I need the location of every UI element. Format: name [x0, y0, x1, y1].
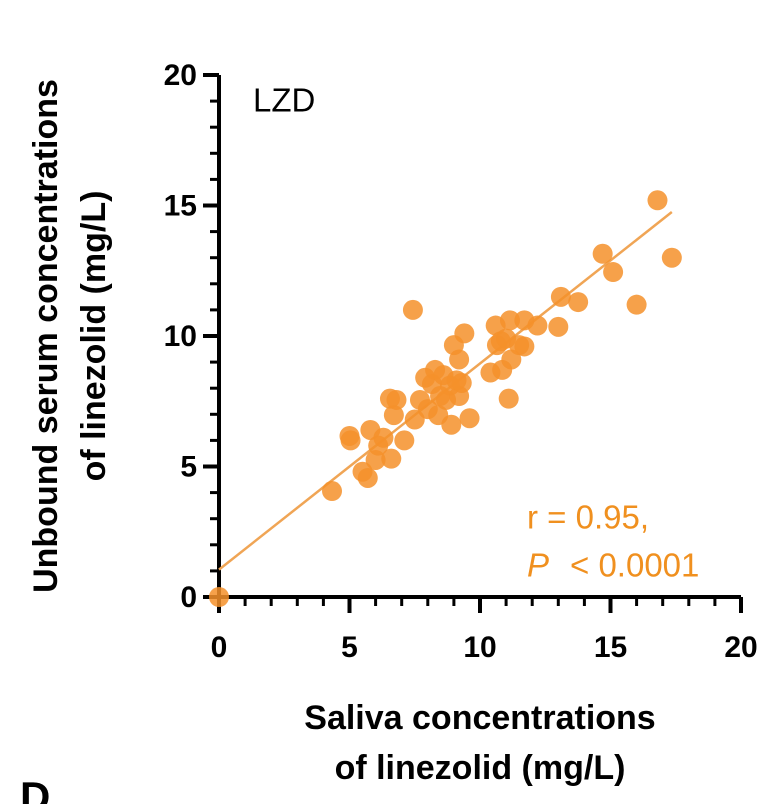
- point: [451, 372, 472, 393]
- point: [373, 427, 394, 448]
- point: [449, 349, 470, 370]
- x-axis-label: Saliva concentrations: [304, 699, 655, 737]
- x-tick-label: 15: [594, 631, 627, 664]
- point: [454, 323, 475, 344]
- y-tick-label: 0: [180, 581, 197, 614]
- point: [592, 243, 613, 264]
- x-axis-label: of linezolid (mg/L): [335, 749, 626, 787]
- annotation: LZD: [253, 82, 315, 119]
- point: [527, 315, 548, 336]
- point: [647, 190, 668, 211]
- point: [626, 294, 647, 315]
- point: [340, 430, 361, 451]
- annotation: r = 0.95,: [527, 499, 649, 536]
- point: [459, 408, 480, 429]
- point: [661, 247, 682, 268]
- point: [603, 262, 624, 283]
- point: [383, 405, 404, 426]
- point: [394, 430, 415, 451]
- x-tick-label: 20: [724, 631, 757, 664]
- panel-label: D: [20, 773, 50, 804]
- point: [381, 448, 402, 469]
- point: [357, 467, 378, 488]
- x-tick-label: 5: [341, 631, 358, 664]
- point: [322, 481, 343, 502]
- point: [441, 414, 462, 435]
- y-axis-label: Unbound serum concentrations: [27, 79, 65, 593]
- annotation: P: [527, 547, 549, 584]
- y-axis-label: of linezolid (mg/L): [75, 191, 113, 482]
- x-tick-label: 10: [463, 631, 496, 664]
- y-tick-label: 5: [180, 450, 197, 483]
- point: [550, 286, 571, 307]
- point: [514, 336, 535, 357]
- y-tick-label: 15: [164, 189, 197, 222]
- point: [500, 310, 521, 331]
- y-tick-label: 10: [164, 320, 197, 353]
- annotation: < 0.0001: [570, 547, 699, 584]
- point: [498, 388, 519, 409]
- y-tick-label: 20: [164, 59, 197, 92]
- point: [386, 389, 407, 410]
- point: [209, 587, 229, 607]
- point: [568, 292, 589, 313]
- point: [548, 316, 569, 337]
- point: [402, 299, 423, 320]
- x-tick-label: 0: [211, 631, 228, 664]
